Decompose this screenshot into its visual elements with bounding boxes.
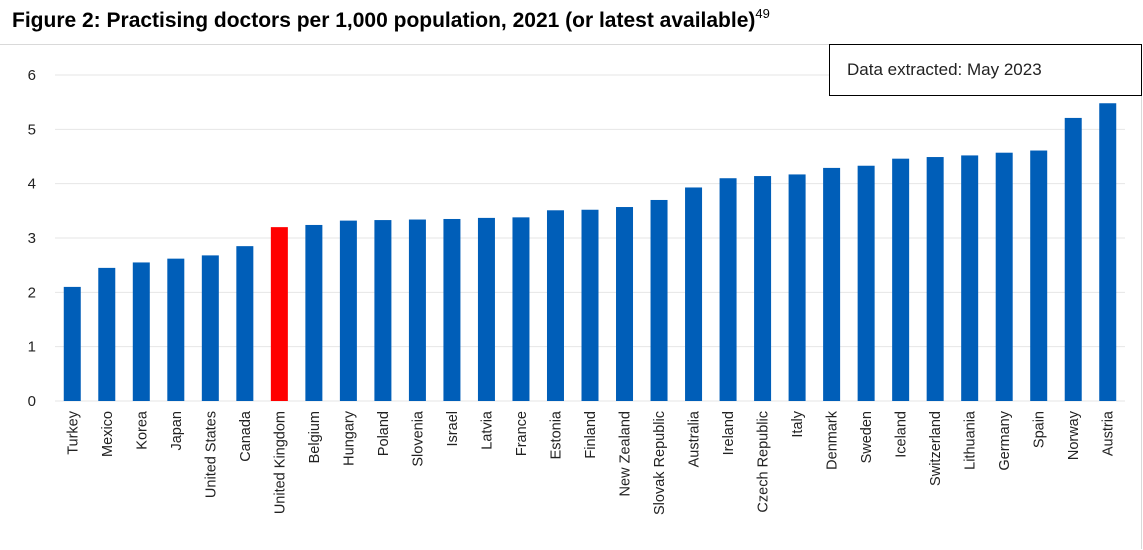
bar-switzerland	[926, 157, 944, 401]
bar-finland	[581, 209, 599, 401]
bar-slovak-republic	[650, 199, 668, 401]
bar-germany	[995, 152, 1013, 401]
bar-lithuania	[961, 155, 979, 401]
bar-poland	[374, 220, 392, 401]
x-tick-label: Australia	[687, 410, 703, 467]
bar-belgium	[305, 224, 323, 401]
x-tick-label: Sweden	[859, 411, 875, 463]
y-tick-label: 2	[28, 284, 36, 301]
x-tick-label: Hungary	[341, 410, 357, 466]
y-tick-label: 1	[28, 339, 36, 356]
x-tick-label: Austria	[1101, 410, 1117, 456]
bar-latvia	[477, 217, 495, 401]
x-tick-label: Slovak Republic	[652, 411, 668, 515]
x-tick-label: Iceland	[894, 411, 910, 458]
bar-korea	[132, 262, 150, 401]
x-tick-label: Israel	[445, 411, 461, 446]
data-extracted-text: Data extracted: May 2023	[847, 60, 1042, 79]
x-tick-label: Germany	[997, 410, 1013, 470]
x-tick-label: Denmark	[825, 410, 841, 470]
bar-iceland	[892, 158, 910, 401]
y-tick-label: 6	[28, 67, 36, 84]
bar-israel	[443, 218, 461, 401]
x-tick-label: Latvia	[479, 410, 495, 450]
x-tick-label: Estonia	[548, 410, 564, 459]
bar-new-zealand	[616, 207, 634, 401]
bars	[63, 103, 1117, 402]
chart-title: Figure 2: Practising doctors per 1,000 p…	[12, 6, 770, 33]
x-axis-labels: Turkey Mexico Korea Japan United States Canad…	[65, 410, 1116, 515]
y-tick-label: 5	[28, 121, 36, 138]
bar-estonia	[546, 210, 564, 401]
bar-norway	[1064, 117, 1082, 401]
x-tick-label: Slovenia	[410, 410, 426, 467]
x-tick-label: Canada	[238, 410, 254, 462]
x-tick-label: Italy	[790, 410, 806, 437]
x-tick-label: Norway	[1066, 410, 1082, 460]
footnote-reference: 49	[755, 6, 770, 21]
x-tick-label: Japan	[169, 411, 185, 451]
y-tick-label: 4	[28, 176, 36, 193]
bar-hungary	[339, 220, 357, 401]
bar-australia	[685, 187, 703, 401]
bar-slovenia	[408, 219, 426, 401]
bar-ireland	[719, 178, 737, 401]
y-tick-label: 3	[28, 230, 36, 247]
bar-canada	[236, 246, 254, 401]
bar-italy	[788, 174, 806, 401]
x-tick-label: United Kingdom	[272, 411, 288, 514]
bar-turkey	[63, 286, 81, 401]
bar-sweden	[857, 165, 875, 401]
x-tick-label: Belgium	[307, 411, 323, 463]
bar-spain	[1030, 150, 1048, 401]
chart-frame	[0, 44, 1142, 549]
x-tick-label: Lithuania	[963, 410, 979, 470]
x-tick-label: France	[514, 411, 530, 456]
bar-japan	[167, 258, 185, 401]
x-tick-label: Spain	[1032, 411, 1048, 448]
bar-united-kingdom	[270, 227, 288, 401]
data-extracted-note: Data extracted: May 2023	[829, 44, 1142, 96]
x-tick-label: Czech Republic	[756, 411, 772, 513]
bar-austria	[1099, 103, 1117, 402]
y-tick-label: 0	[28, 393, 36, 410]
y-axis-ticks: 0 1 2 3 4 5 6	[28, 67, 36, 410]
x-tick-label: United States	[203, 411, 219, 498]
x-tick-label: Ireland	[721, 411, 737, 455]
x-tick-label: Finland	[583, 411, 599, 459]
x-tick-label: Switzerland	[928, 411, 944, 486]
x-tick-label: New Zealand	[618, 411, 634, 496]
x-tick-label: Korea	[134, 410, 150, 450]
x-tick-label: Poland	[376, 411, 392, 456]
bar-denmark	[823, 167, 841, 401]
bar-mexico	[98, 267, 116, 401]
bar-czech-republic	[754, 176, 772, 401]
bar-united-states	[201, 255, 219, 401]
bar-france	[512, 217, 530, 401]
x-tick-label: Mexico	[100, 411, 116, 457]
chart-title-text: Figure 2: Practising doctors per 1,000 p…	[12, 9, 756, 32]
x-tick-label: Turkey	[65, 410, 81, 455]
